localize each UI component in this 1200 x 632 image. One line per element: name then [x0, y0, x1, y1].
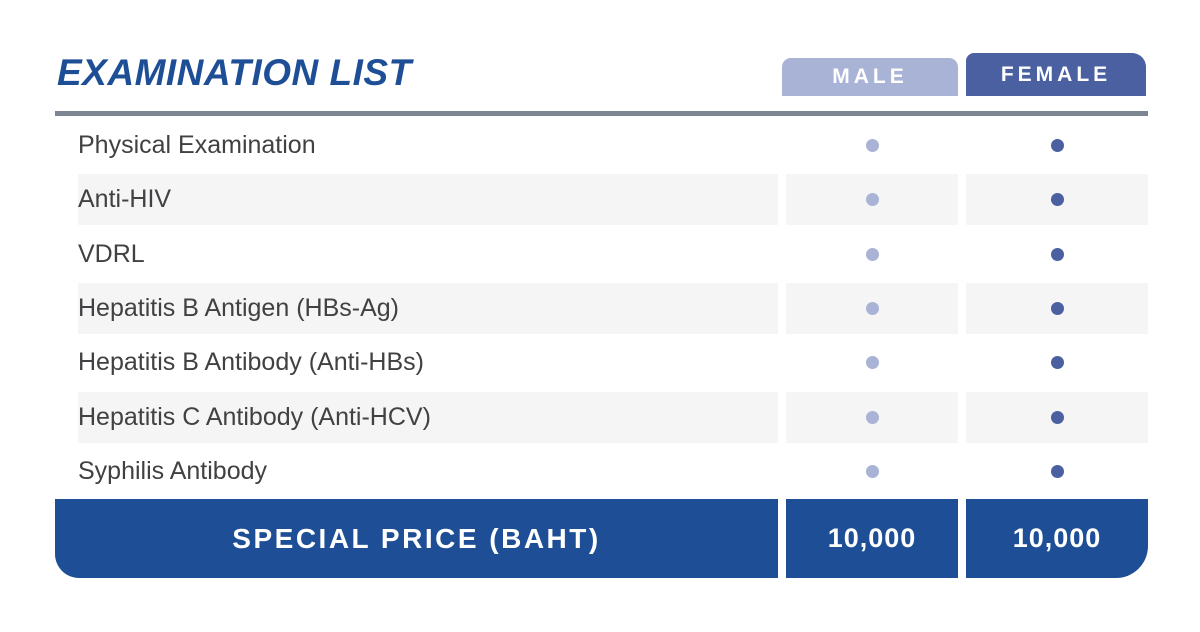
row-label: Anti-HIV [55, 172, 778, 226]
female-included-dot-icon [1050, 301, 1064, 315]
female-included-dot-icon [1050, 356, 1064, 370]
table-row: Hepatitis C Antibody (Anti-HCV) [55, 390, 1148, 444]
male-included-dot-icon [865, 410, 879, 424]
female-cell [966, 172, 1148, 226]
male-cell [786, 445, 958, 499]
female-cell [966, 390, 1148, 444]
male-included-dot-icon [865, 356, 879, 370]
row-label: Hepatitis B Antibody (Anti-HBs) [78, 348, 424, 377]
header-divider [55, 111, 1148, 116]
female-included-dot-icon [1050, 138, 1064, 152]
female-cell [966, 227, 1148, 281]
table-row: Hepatitis B Antibody (Anti-HBs) [55, 336, 1148, 390]
female-cell [966, 281, 1148, 335]
row-label: VDRL [78, 239, 145, 268]
female-included-dot-icon [1050, 193, 1064, 207]
male-included-dot-icon [865, 138, 879, 152]
female-price: 10,000 [966, 499, 1148, 578]
table-row: Anti-HIV [55, 172, 1148, 226]
female-cell [966, 118, 1148, 172]
column-header-female-label: FEMALE [1000, 62, 1112, 86]
male-cell [786, 227, 958, 281]
row-label: Syphilis Antibody [78, 457, 268, 486]
column-header-female: FEMALE [966, 53, 1146, 96]
female-cell [966, 445, 1148, 499]
male-cell [786, 336, 958, 390]
table-row: VDRL [55, 227, 1148, 281]
male-included-dot-icon [865, 465, 879, 479]
special-price-row: SPECIAL PRICE (BAHT) 10,000 10,000 [55, 499, 1148, 578]
table-row: Syphilis Antibody [55, 445, 1148, 499]
female-included-dot-icon [1050, 410, 1064, 424]
special-price-label: SPECIAL PRICE (BAHT) [55, 499, 778, 578]
male-cell [786, 118, 958, 172]
female-included-dot-icon [1050, 465, 1064, 479]
row-label: Hepatitis B Antigen (HBs-Ag) [55, 281, 778, 335]
table-row: Physical Examination [55, 118, 1148, 172]
page-title: EXAMINATION LIST [57, 52, 412, 93]
female-included-dot-icon [1050, 247, 1064, 261]
male-cell [786, 281, 958, 335]
male-price: 10,000 [786, 499, 958, 578]
row-label: Physical Examination [78, 130, 316, 159]
column-header-male-label: MALE [832, 65, 908, 88]
male-included-dot-icon [865, 193, 879, 207]
table-row: Hepatitis B Antigen (HBs-Ag) [55, 281, 1148, 335]
male-cell [786, 390, 958, 444]
row-label: Hepatitis C Antibody (Anti-HCV) [55, 390, 778, 444]
female-cell [966, 336, 1148, 390]
column-header-male: MALE [782, 58, 958, 96]
male-included-dot-icon [865, 247, 879, 261]
male-included-dot-icon [865, 301, 879, 315]
examination-rows: Physical Examination Anti-HIV VDRL Hepat… [55, 118, 1148, 499]
male-cell [786, 172, 958, 226]
